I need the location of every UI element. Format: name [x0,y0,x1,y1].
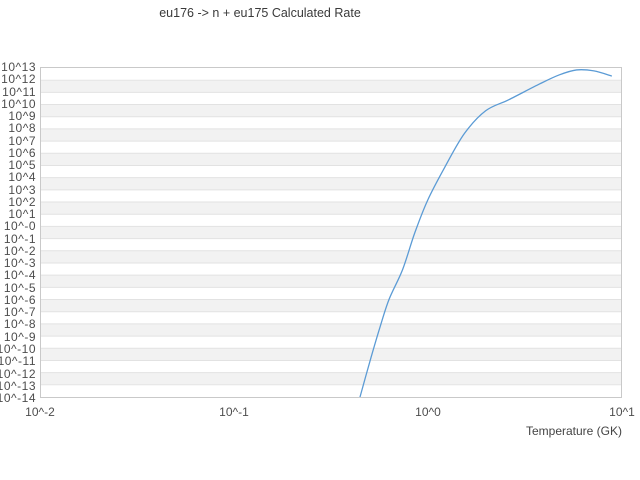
plot-svg [41,69,621,397]
y-tick-label: 10^-7 [3,305,36,320]
y-tick-label: 10^8 [8,121,36,136]
y-tick-label: 10^5 [8,158,36,173]
y-tick-label: 10^-12 [0,366,36,381]
y-tick-label: 10^6 [8,145,36,160]
y-tick-label: 10^9 [8,109,36,123]
grid-band [41,153,621,166]
y-tick-label: 10^4 [8,170,36,185]
y-tick-label: 10^-0 [3,219,36,234]
y-tick-label: 10^-2 [3,243,36,258]
y-tick-label: 10^-5 [3,280,36,295]
grid-band [41,250,621,263]
grid-band [41,128,621,142]
y-tick-label: 10^-13 [0,378,36,393]
chart-title: eu176 -> n + eu175 Calculated Rate [159,6,361,20]
y-tick-label: 10^10 [1,96,36,111]
plot-area [40,67,622,398]
grid-band [41,323,621,337]
grid-band [41,80,621,93]
y-tick-label: 10^1 [8,207,36,222]
y-tick-label: 10^-9 [3,329,36,344]
y-tick-label: 10^2 [8,194,36,209]
x-tick-label: 10^-2 [25,405,55,419]
y-tick-label: 10^13 [1,60,36,74]
y-tick-label: 10^-11 [0,354,36,369]
y-tick-label: 10^-4 [3,268,36,283]
y-tick-label: 10^-3 [3,256,36,271]
grid-band [41,348,621,361]
grid-band [41,372,621,385]
y-tick-label: 10^-14 [0,391,36,405]
grid-band [41,299,621,312]
y-tick-label: 10^-8 [3,317,36,332]
grid-band [41,202,621,215]
y-tick-label: 10^11 [2,84,36,99]
x-axis-title: Temperature (GK) [525,424,622,438]
y-tick-label: 10^-10 [0,342,36,356]
x-tick-label: 10^1 [609,405,635,419]
y-tick-label: 10^-1 [3,231,36,246]
y-tick-label: 10^-6 [3,292,36,307]
x-tick-label: 10^-1 [219,405,249,419]
grid-band [41,226,621,239]
grid-band [41,177,621,190]
grid-band [41,104,621,117]
y-tick-label: 10^3 [8,182,36,197]
y-tick-label: 10^12 [1,72,36,87]
y-tick-label: 10^7 [8,133,36,148]
grid-band [41,275,621,288]
rate-curve [359,69,612,397]
x-tick-label: 10^0 [415,405,441,419]
